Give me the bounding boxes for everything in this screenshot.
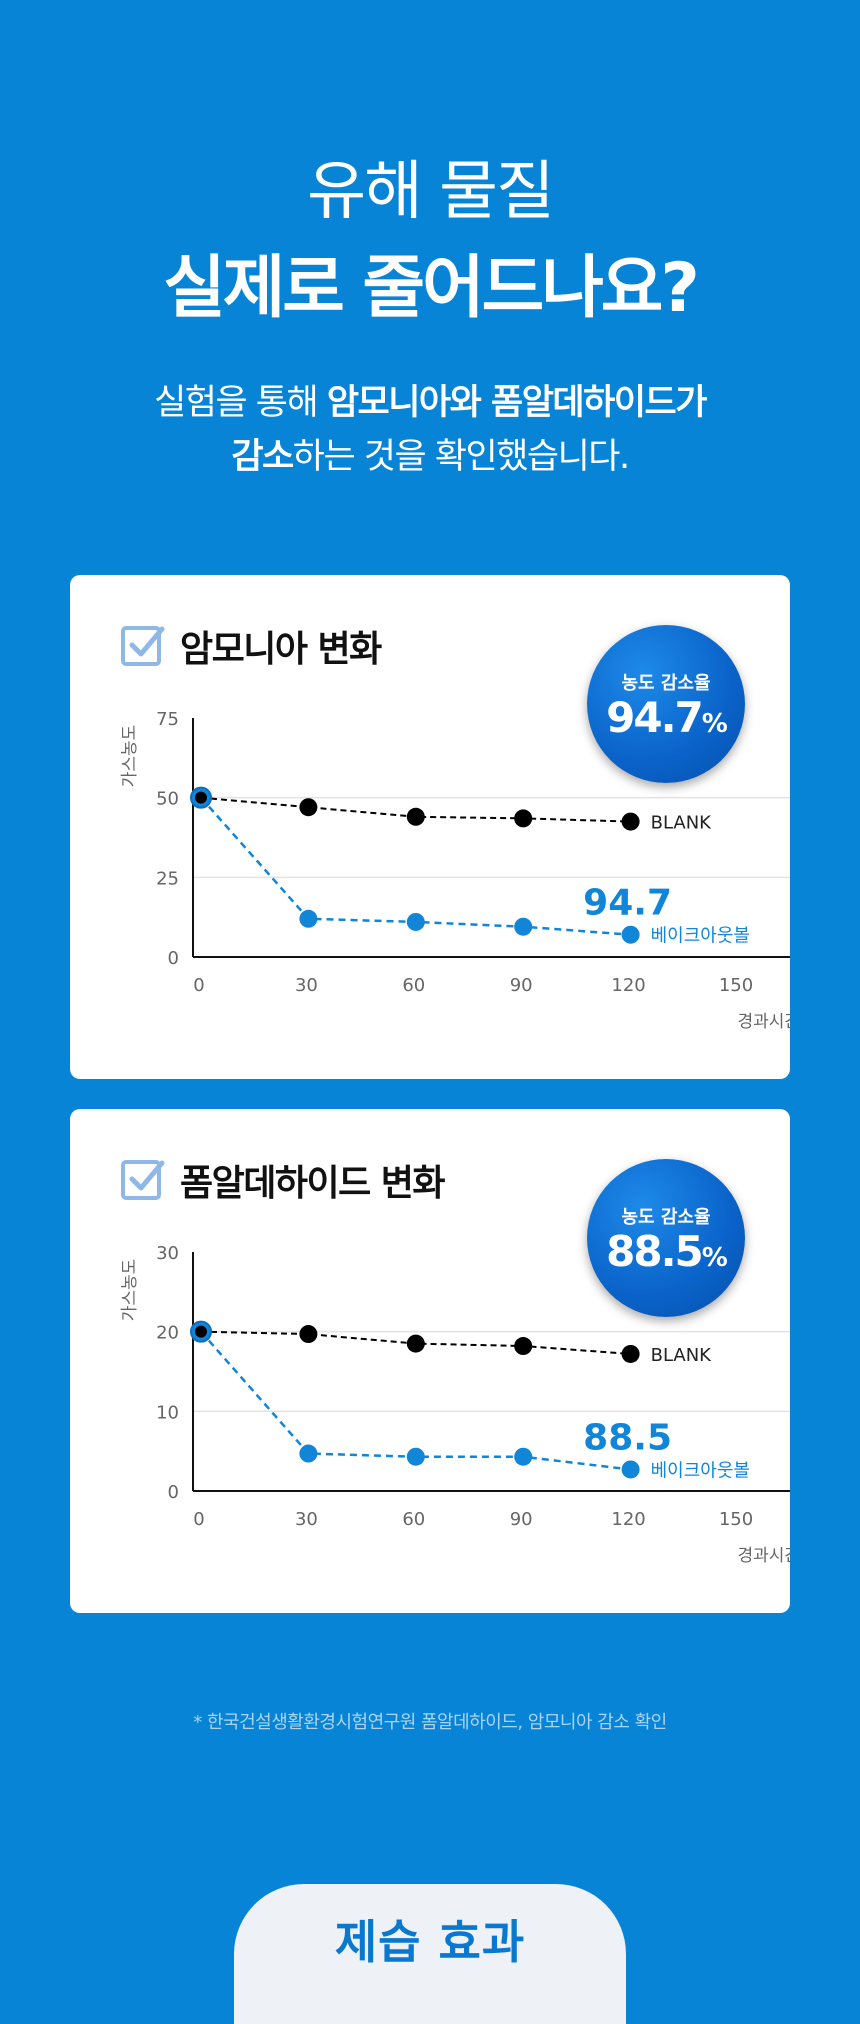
data-point [621, 1344, 640, 1363]
y-tick-label: 50 [156, 789, 179, 810]
badge-unit: % [701, 1243, 728, 1273]
x-axis-label: 경과시간 [737, 1012, 790, 1032]
x-tick-label: 60 [402, 1509, 425, 1530]
data-point [621, 812, 640, 831]
data-point [406, 912, 425, 931]
data-point [195, 791, 207, 804]
data-point [406, 1447, 425, 1466]
reduction-rate-badge: 농도 감소율 88.5% [587, 1159, 745, 1317]
y-tick-label: 0 [168, 1482, 179, 1503]
data-point [299, 909, 318, 928]
series-label: BLANK [651, 813, 713, 834]
data-point [621, 925, 640, 944]
y-tick-label: 30 [156, 1243, 179, 1264]
badge-number: 94.7 [606, 693, 704, 742]
data-point [195, 1325, 207, 1338]
data-point [406, 807, 425, 826]
subtitle-text: 실험을 통해 [154, 383, 327, 423]
badge-value: 88.5% [587, 1227, 745, 1276]
x-tick-label: 120 [611, 975, 645, 996]
x-tick-label: 60 [402, 975, 425, 996]
series-label: BLANK [651, 1345, 713, 1366]
card-title: 폼알데하이드 변화 [180, 1163, 446, 1204]
y-tick-label: 20 [156, 1323, 179, 1344]
x-tick-label: 0 [193, 1509, 204, 1530]
x-tick-label: 0 [193, 975, 204, 996]
hero-subtitle-line2: 감소하는 것을 확인했습니다. [0, 430, 860, 484]
x-tick-label: 90 [510, 1509, 533, 1530]
data-point [621, 1460, 640, 1479]
card-title: 암모니아 변화 [180, 629, 382, 670]
y-axis-label: 가스농도 [120, 725, 140, 788]
x-tick-label: 150 [719, 1509, 753, 1530]
hero-title-line1: 유해 물질 [307, 155, 555, 229]
y-axis-label: 가스농도 [120, 1259, 140, 1322]
data-point [514, 809, 533, 828]
badge-unit: % [701, 709, 728, 739]
ammonia-line-chart: 0 25 50 75 0 30 60 90 120 150 가스농도경과시간 BLANK 베이크아웃볼9… [120, 709, 790, 1032]
y-tick-label: 0 [168, 948, 179, 969]
card-header: 암모니아 변화 [120, 623, 382, 670]
x-axis-label: 경과시간 [737, 1546, 790, 1566]
x-tick-label: 30 [295, 975, 318, 996]
data-point [514, 1447, 533, 1466]
x-tick-label: 90 [510, 975, 533, 996]
y-tick-label: 10 [156, 1402, 179, 1423]
x-tick-label: 30 [295, 1509, 318, 1530]
subtitle-highlight: 감소 [231, 437, 294, 477]
y-tick-label: 75 [156, 709, 179, 730]
hero-subtitle-line1: 실험을 통해 암모니아와 폼알데하이드가 [0, 376, 860, 430]
checkbox-icon [121, 1160, 165, 1200]
data-point [514, 1337, 533, 1356]
tab-label: 제습 효과 [334, 1915, 526, 1969]
x-tick-label: 120 [611, 1509, 645, 1530]
formaldehyde-line-chart: 0 10 20 30 0 30 60 90 120 150 가스농도경과시간 BLANK 베이크아웃볼8… [120, 1243, 790, 1566]
badge-label: 농도 감소율 [621, 1207, 711, 1228]
data-point [299, 1444, 318, 1463]
series-label: 베이크아웃볼 [651, 1460, 750, 1481]
data-label: 94.7 [583, 883, 672, 924]
badge-label: 농도 감소율 [621, 673, 711, 694]
y-tick-label: 25 [156, 868, 179, 889]
subtitle-highlight: 암모니아와 폼알데하이드가 [326, 383, 708, 423]
checkbox-icon [121, 626, 165, 666]
data-label: 88.5 [583, 1417, 672, 1458]
badge-number: 88.5 [606, 1227, 704, 1276]
hero-title-line2: 실제로 줄어드나요? [163, 249, 700, 328]
subtitle-text: 하는 것을 확인했습니다. [292, 437, 630, 477]
reduction-rate-badge: 농도 감소율 94.7% [587, 625, 745, 783]
footnote: * 한국건설생활환경시험연구원 폼알데하이드, 암모니아 감소 확인 [193, 1712, 667, 1733]
series-label: 베이크아웃볼 [651, 926, 750, 947]
badge-value: 94.7% [587, 693, 745, 742]
data-point [299, 798, 318, 817]
card-header: 폼알데하이드 변화 [120, 1157, 446, 1204]
data-point [514, 917, 533, 936]
x-tick-label: 150 [719, 975, 753, 996]
formaldehyde-chart-card: 01020300306090120150가스농도경과시간BLANK베이크아웃볼8… [70, 1109, 790, 1613]
data-point [299, 1325, 318, 1344]
ammonia-chart-card: 02550750306090120150가스농도경과시간BLANK베이크아웃볼9… [70, 575, 790, 1079]
data-point [406, 1334, 425, 1353]
tab-dehumidify-effect[interactable]: 제습 효과 [234, 1884, 626, 2024]
